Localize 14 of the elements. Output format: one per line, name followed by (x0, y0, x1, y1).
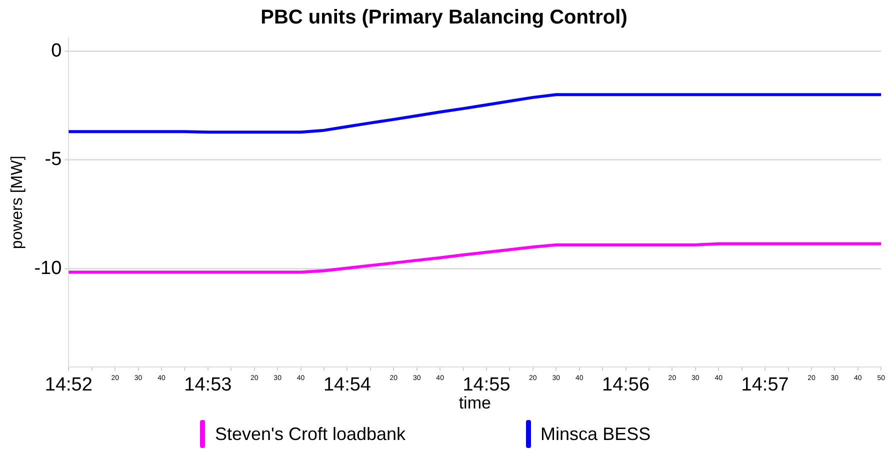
x-tick-label: 14:52 (44, 374, 92, 396)
y-tick-label: 0 (51, 40, 62, 62)
x-tick-label: 14:53 (184, 374, 232, 396)
y-axis-title: powers [MW] (9, 156, 26, 250)
y-tick-label: -10 (34, 258, 62, 280)
x-axis-title: time (458, 393, 491, 412)
legend-label: Minsca BESS (540, 424, 651, 444)
x-tick-label: 14:54 (323, 374, 372, 396)
legend-label: Steven's Croft loadbank (215, 424, 406, 444)
x-tick-label: 14:55 (462, 374, 510, 396)
x-tick-label: 14:57 (741, 374, 789, 396)
chart-title: PBC units (Primary Balancing Control) (260, 6, 628, 29)
x-tick-label: 14:56 (602, 374, 650, 396)
y-tick-label: -5 (44, 149, 62, 170)
